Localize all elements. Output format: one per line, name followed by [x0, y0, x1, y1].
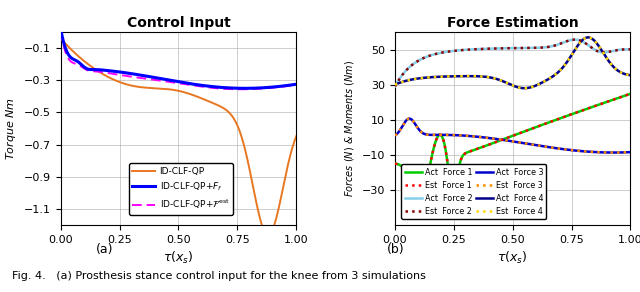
- Title: Force Estimation: Force Estimation: [447, 15, 579, 29]
- Text: (a): (a): [95, 243, 113, 256]
- Legend: ID-CLF-QP, ID-CLF-QP+$F_f$, ID-CLF-QP+$\mathcal{F}^{\mathrm{est}}$: ID-CLF-QP, ID-CLF-QP+$F_f$, ID-CLF-QP+$\…: [129, 164, 234, 215]
- X-axis label: $\tau(x_s)$: $\tau(x_s)$: [497, 250, 528, 266]
- Text: (b): (b): [387, 243, 404, 256]
- Title: Control Input: Control Input: [127, 15, 230, 29]
- Y-axis label: Torque $Nm$: Torque $Nm$: [4, 97, 19, 160]
- Legend: Act  Force 1, Est  Force 1, Act  Force 2, Est  Force 2, Act  Force 3, Est  Force: Act Force 1, Est Force 1, Act Force 2, E…: [401, 164, 547, 219]
- X-axis label: $\tau(x_s)$: $\tau(x_s)$: [163, 250, 194, 266]
- Y-axis label: Forces $(N)$ & Moments $(Nm)$: Forces $(N)$ & Moments $(Nm)$: [344, 60, 356, 197]
- Text: Fig. 4.   (a) Prosthesis stance control input for the knee from 3 simulations: Fig. 4. (a) Prosthesis stance control in…: [12, 271, 426, 281]
